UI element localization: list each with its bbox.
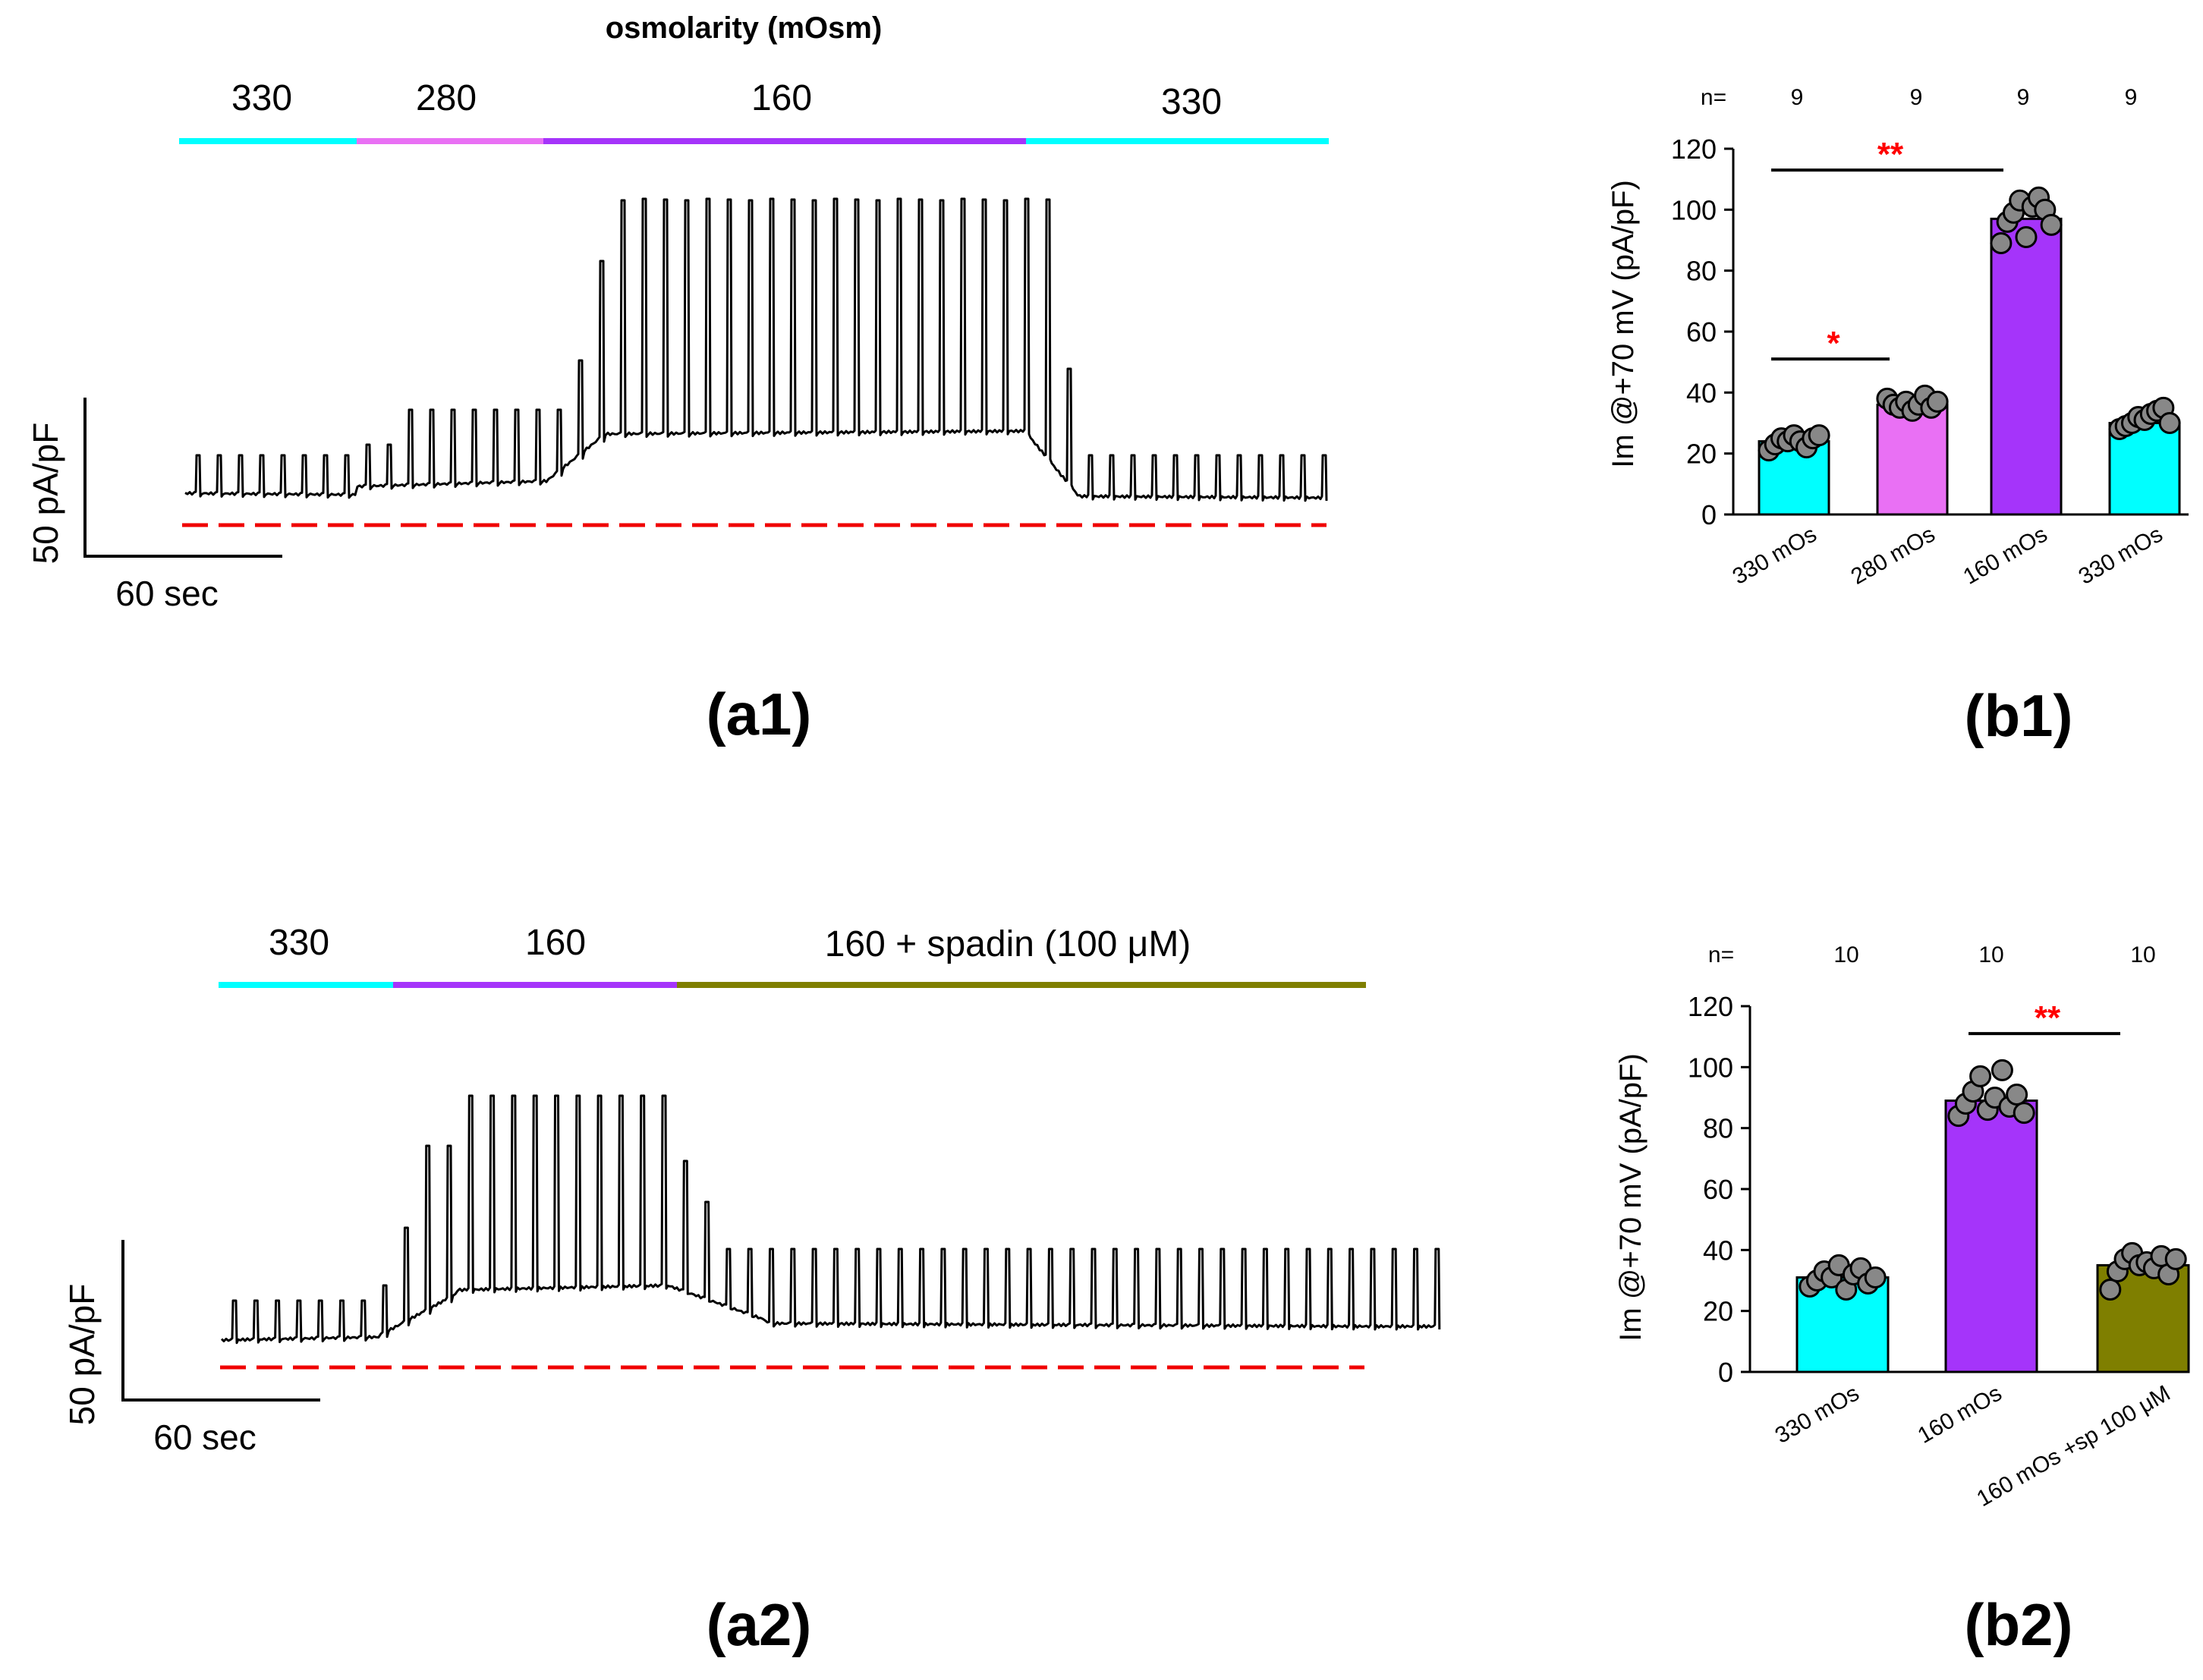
a2-current-trace [220, 1094, 1441, 1345]
b1-data-point [2158, 412, 2181, 434]
b1-n-value: 9 [1910, 85, 1923, 110]
a2-label-160: 160 [525, 923, 586, 963]
b1-data-point [1990, 232, 2013, 255]
a2-scale-bar [121, 1240, 320, 1402]
b1-data-point [1926, 390, 1949, 413]
b2-y-axis-label: Im @+70 mV (pA/pF) [1614, 1053, 1648, 1342]
b1-significance-stars: ** [1877, 136, 1904, 173]
a2-label-330: 330 [269, 923, 329, 963]
b2-category-label: 330 mOs [1771, 1380, 1864, 1448]
a1-scale-x-label: 60 sec [115, 574, 219, 613]
b2-bar [1944, 1100, 2038, 1373]
b2-y-tick-label: 80 [1703, 1113, 1733, 1144]
b2-category-label: 160 mOs [1914, 1380, 2006, 1448]
b1-category-label: 330 mOs [2075, 521, 2167, 589]
b1-n-value: 9 [2125, 85, 2138, 110]
b1-n-value: 9 [2017, 85, 2030, 110]
a1-label-280: 280 [416, 78, 477, 118]
panel-a2: 330 160 160 + spadin (100 μM) 50 pA/pF 6… [62, 923, 1441, 1658]
b2-y-tick-label: 40 [1703, 1235, 1733, 1266]
a2-panel-label: (a2) [707, 1591, 812, 1658]
b2-data-point [2006, 1083, 2028, 1106]
b2-panel-label: (b2) [1965, 1591, 2073, 1658]
b1-data-point [1808, 424, 1830, 447]
b1-data-point [2040, 213, 2063, 236]
b2-data-point [2099, 1279, 2122, 1301]
b1-category-label: 330 mOs [1729, 521, 1821, 589]
b1-y-tick-label: 120 [1671, 134, 1717, 165]
b2-n-label: n= [1708, 942, 1734, 967]
b1-y-tick-label: 60 [1686, 316, 1717, 348]
b2-n-value: 10 [2130, 942, 2155, 967]
b2-n-value: 10 [1833, 942, 1858, 967]
b1-category-label: 160 mOs [1959, 521, 2052, 589]
a1-scale-y-label: 50 pA/pF [26, 423, 65, 565]
b2-y-tick-label: 120 [1688, 991, 1733, 1022]
b2-y-tick-label: 0 [1718, 1357, 1733, 1388]
b2-data-point [1864, 1266, 1887, 1288]
a1-scale-bar [83, 398, 282, 558]
b2-significance-stars: ** [2035, 999, 2061, 1037]
b1-n-value: 9 [1791, 85, 1804, 110]
b2-data-point [2164, 1247, 2187, 1270]
b1-y-tick-label: 80 [1686, 256, 1717, 287]
b1-y-tick-label: 40 [1686, 377, 1717, 408]
b2-y-tick-label: 100 [1688, 1052, 1733, 1083]
b2-n-value: 10 [1978, 942, 2003, 967]
a1-osmolarity-title: osmolarity (mOsm) [606, 11, 883, 45]
a1-label-160: 160 [751, 78, 812, 118]
a1-current-trace [184, 197, 1328, 502]
b2-y-tick-label: 20 [1703, 1296, 1733, 1327]
b1-category-label: 280 mOs [1847, 521, 1940, 589]
a2-label-spadin: 160 + spadin (100 μM) [825, 924, 1191, 964]
a2-scale-x-label: 60 sec [153, 1417, 256, 1457]
b1-bar [1990, 217, 2063, 516]
b1-significance-stars: * [1827, 325, 1840, 362]
b1-y-tick-label: 0 [1701, 499, 1717, 530]
panel-b1: n= 9 9 9 9 0 20 40 60 80 100 120 Im @+70 mV (p… [1607, 85, 2189, 749]
a1-label-330-start: 330 [231, 78, 292, 118]
b2-data-point [2013, 1102, 2035, 1125]
b2-data-point [1969, 1065, 1992, 1087]
b1-n-label: n= [1701, 85, 1726, 110]
a2-scale-y-label: 50 pA/pF [62, 1284, 102, 1426]
b1-panel-label: (b1) [1965, 682, 2073, 749]
panel-a1: osmolarity (mOsm) 330 280 160 330 50 pA/… [26, 11, 1329, 747]
b1-data-point [2015, 225, 2038, 248]
b2-data-point [1991, 1059, 2013, 1081]
b1-y-axis-label: Im @+70 mV (pA/pF) [1607, 180, 1640, 468]
a1-label-330-end: 330 [1161, 82, 1222, 122]
b1-y-tick-label: 20 [1686, 439, 1717, 470]
a1-panel-label: (a1) [707, 681, 812, 747]
panel-b2: n= 10 10 10 0 20 40 60 80 100 120 Im @+70 mV (… [1614, 942, 2190, 1658]
b1-y-tick-label: 100 [1671, 194, 1717, 225]
b2-y-tick-label: 60 [1703, 1174, 1733, 1205]
